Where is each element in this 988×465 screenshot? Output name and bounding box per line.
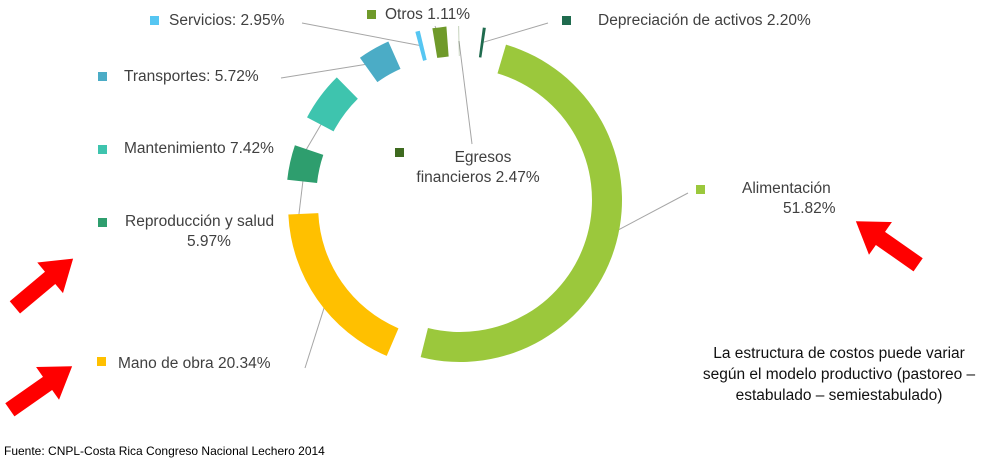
data-label: Alimentación 51.82% [742, 180, 836, 217]
red-arrow-icon [855, 221, 923, 272]
data-label: Otros 1.11% [385, 6, 470, 23]
label-marker [98, 218, 107, 227]
red-arrows [5, 221, 923, 417]
label-marker [98, 145, 107, 154]
slice-mano-de-obra [288, 213, 399, 356]
leader-line [280, 61, 382, 79]
data-label: Mantenimiento 7.42% [124, 140, 274, 157]
cost-structure-note: La estructura de costos puede variar seg… [702, 345, 976, 404]
label-marker [150, 16, 159, 25]
label-marker [367, 10, 376, 19]
data-label: Egresos financieros 2.47% [416, 149, 539, 186]
red-arrow-icon [9, 258, 74, 314]
red-arrow-icon [5, 366, 73, 417]
source-citation: Fuente: CNPL-Costa Rica Congreso Naciona… [4, 444, 325, 458]
data-labels: Alimentación 51.82% Mano de obra 20.34% Rep… [97, 6, 836, 372]
slice-depreciaci-n-de-activos [478, 27, 486, 58]
leader-line [301, 22, 422, 47]
label-marker [395, 148, 404, 157]
label-marker [97, 357, 106, 366]
slice-mantenimiento [307, 77, 358, 132]
data-label: Mano de obra 20.34% [118, 355, 271, 372]
data-label: Servicios: 2.95% [169, 12, 285, 29]
slice-transportes [359, 41, 401, 83]
doughnut-slices [287, 26, 623, 363]
slice-servicios [415, 30, 427, 61]
slice-reproducci-n-y-salud [287, 145, 324, 183]
slice-otros [432, 26, 449, 58]
data-label: Depreciación de activos 2.20% [598, 12, 811, 29]
data-label: Reproducción y salud 5.97% [125, 213, 274, 250]
slice-alimentaci-n [420, 44, 623, 363]
label-marker [562, 16, 571, 25]
label-marker [696, 185, 705, 194]
label-marker [98, 72, 107, 81]
leader-line [482, 22, 549, 44]
leader-line [458, 40, 473, 145]
data-label: Transportes: 5.72% [124, 68, 259, 85]
